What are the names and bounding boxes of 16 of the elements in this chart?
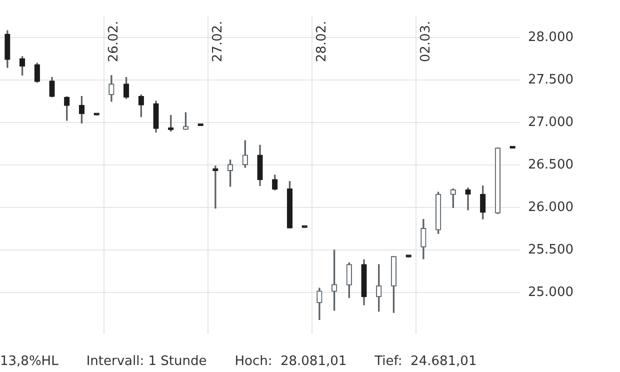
x-tick-label: 27.02. — [210, 20, 226, 62]
y-tick-label: 26.000 — [528, 200, 574, 215]
y-tick-label: 27.500 — [528, 72, 574, 88]
x-tick-label: 28.02. — [314, 20, 330, 62]
x-tick-label: 02.03. — [418, 20, 434, 62]
text: 13,8%HL — [0, 354, 58, 368]
text: Hoch: 28.081,01 — [234, 354, 347, 368]
y-tick-label: 25.500 — [528, 242, 574, 258]
y-tick-label: 28.000 — [528, 30, 574, 45]
text: Tief: 24.681,01 — [374, 354, 477, 368]
text: Intervall: 1 Stunde — [86, 354, 207, 368]
y-tick-label: 27.000 — [528, 114, 574, 130]
y-tick-label: 26.500 — [528, 157, 574, 172]
candlestick — [465, 188, 471, 210]
x-tick-label: 26.02. — [106, 20, 122, 62]
y-tick-label: 25.000 — [528, 284, 574, 300]
